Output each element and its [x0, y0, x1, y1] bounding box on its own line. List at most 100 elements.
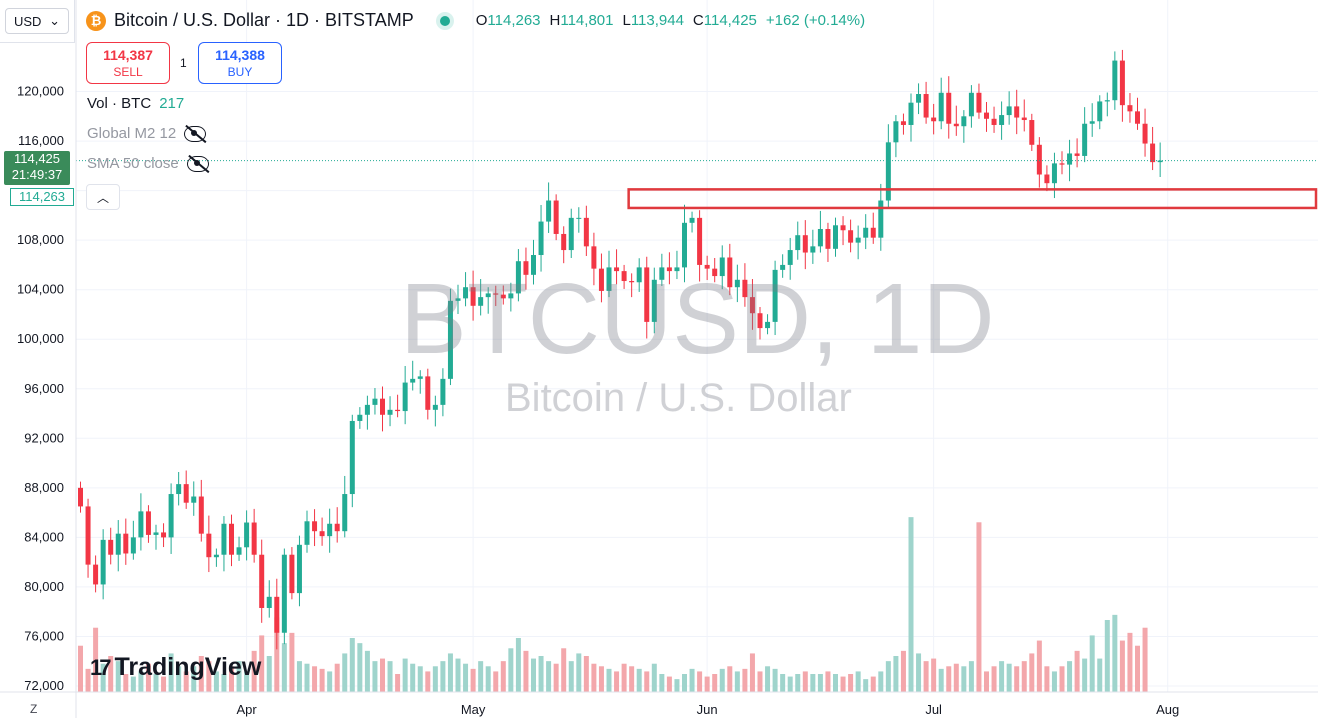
volume-bar [1036, 640, 1042, 692]
price-tick-label: 96,000 [24, 381, 64, 396]
sell-button[interactable]: 114,387 SELL [86, 42, 170, 84]
last-price-value: 114,425 [13, 151, 61, 166]
candle-body [606, 267, 612, 291]
volume-bar [78, 645, 83, 692]
ohlc-values: O114,263 H114,801 L113,944 C114,425 +162… [476, 12, 865, 29]
candle-body [870, 227, 876, 238]
global-m2-legend[interactable]: Global M2 12 [87, 125, 207, 142]
high-value: 114,801 [560, 12, 614, 29]
volume-bar [795, 674, 801, 692]
candle-body [825, 229, 831, 249]
volume-bar [885, 661, 891, 692]
volume-bar [900, 650, 906, 692]
candle-body [244, 522, 250, 548]
candle-body [765, 321, 771, 329]
volume-bar [85, 668, 91, 692]
volume-bar [221, 674, 227, 692]
candle-body [478, 297, 484, 306]
volume-bar [1074, 650, 1080, 692]
volume-legend[interactable]: Vol · BTC 217 [87, 95, 184, 112]
candle-body [598, 268, 604, 291]
sma-legend[interactable]: SMA 50 close [87, 155, 209, 172]
price-tick-label: 72,000 [24, 678, 64, 693]
hidden-eye-icon[interactable] [186, 155, 209, 172]
buy-label: BUY [227, 65, 253, 79]
candle-body [1059, 163, 1065, 165]
volume-bar [402, 658, 408, 692]
volume-bar [870, 676, 876, 692]
low-value: 113,944 [630, 12, 684, 29]
hidden-eye-icon[interactable] [184, 125, 207, 142]
price-tick-label: 88,000 [24, 480, 64, 495]
bitcoin-icon: ₿ [86, 10, 106, 31]
volume-bar [455, 658, 461, 692]
volume-bar [153, 674, 159, 692]
volume-bar [946, 666, 952, 692]
candle-body [440, 378, 446, 405]
bar-countdown: 21:49:37 [11, 167, 63, 182]
candle-body [1067, 153, 1073, 165]
candle-body [1119, 60, 1125, 106]
volume-bar [274, 617, 280, 692]
candle-body [546, 200, 552, 222]
volume-bar [93, 627, 99, 692]
candle-body [697, 217, 703, 265]
currency-label: USD [14, 13, 42, 29]
volume-bar [327, 671, 333, 692]
tradingview-logo[interactable]: 17 TradingView [90, 653, 261, 682]
volume-bar [183, 671, 189, 692]
volume-bar [621, 663, 627, 692]
volume-bar [244, 671, 250, 692]
candle-body [493, 293, 499, 295]
volume-bar [629, 666, 635, 692]
volume-bar [515, 638, 521, 692]
volume-bar [961, 666, 967, 692]
candle-body [364, 404, 370, 415]
candle-body [651, 279, 657, 322]
volume-bar [1097, 658, 1103, 692]
volume-bars [78, 517, 1148, 692]
candle-body [266, 596, 272, 608]
volume-bar [372, 661, 378, 692]
candle-body [931, 117, 937, 122]
volume-bar [176, 666, 182, 692]
buy-button[interactable]: 114,388 BUY [198, 42, 282, 84]
candle-body [221, 523, 227, 555]
candle-body [296, 544, 302, 594]
candle-body [863, 227, 869, 238]
volume-label: Vol · BTC [87, 95, 152, 112]
candle-body [1104, 100, 1110, 102]
symbol-title[interactable]: Bitcoin / U.S. Dollar · 1D · BITSTAMP [114, 10, 414, 30]
currency-selector[interactable]: USD ⌄ [5, 8, 69, 34]
change-value: +162 (+0.14%) [765, 12, 866, 29]
watermark-description: Bitcoin / U.S. Dollar [505, 376, 852, 420]
candle-body [644, 267, 650, 322]
price-tick-label: 104,000 [17, 282, 64, 297]
candle-body [508, 293, 514, 299]
candle-body [757, 313, 763, 329]
volume-bar [236, 661, 242, 692]
candle-body [319, 531, 325, 537]
zoom-reset-button[interactable]: Z [30, 702, 38, 716]
price-tick-label: 92,000 [24, 430, 64, 445]
candle-body [848, 230, 854, 243]
candle-body [500, 294, 506, 299]
candle-body [674, 267, 680, 272]
candle-body [629, 281, 635, 283]
candle-body [991, 118, 997, 125]
collapse-legend-button[interactable]: ︿ [86, 184, 120, 210]
volume-bar [931, 658, 937, 692]
volume-bar [651, 663, 657, 692]
candle-body [138, 511, 144, 538]
close-value: 114,425 [703, 12, 757, 29]
candle-body [576, 217, 582, 219]
volume-bar [251, 650, 257, 692]
price-tick-label: 116,000 [18, 133, 64, 148]
chevron-down-icon: ⌄ [49, 13, 60, 28]
buy-price: 114,388 [215, 47, 265, 63]
volume-bar [380, 658, 385, 692]
candle-body [682, 222, 687, 268]
